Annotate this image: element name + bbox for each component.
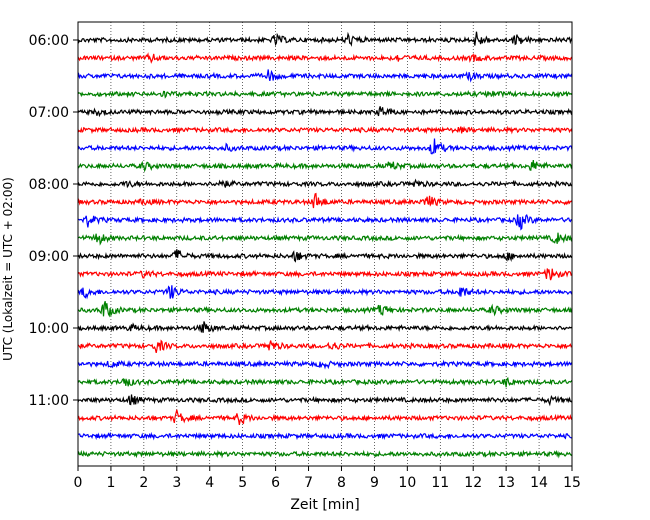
x-tick-label: 5 bbox=[238, 475, 247, 491]
trace-0700 bbox=[77, 106, 573, 118]
x-tick-label: 15 bbox=[563, 475, 581, 491]
trace-1045 bbox=[77, 376, 573, 388]
trace-0915 bbox=[77, 268, 573, 281]
trace-0600 bbox=[77, 31, 573, 47]
x-tick-label: 1 bbox=[106, 475, 115, 491]
y-tick-label: 08:00 bbox=[29, 177, 69, 193]
trace-1015 bbox=[77, 339, 573, 354]
x-tick-label: 3 bbox=[172, 475, 181, 491]
trace-1130 bbox=[77, 431, 573, 441]
y-tick-label: 09:00 bbox=[29, 249, 69, 265]
trace-0845 bbox=[77, 232, 573, 246]
x-tick-label: 11 bbox=[431, 475, 449, 491]
plot-frame bbox=[77, 21, 573, 467]
x-tick-label: 8 bbox=[337, 475, 346, 491]
x-tick-label: 9 bbox=[370, 475, 379, 491]
x-tick-label: 7 bbox=[304, 475, 313, 491]
trace-0900 bbox=[77, 249, 573, 263]
trace-0930 bbox=[77, 285, 573, 300]
trace-1100 bbox=[77, 394, 573, 407]
x-tick-label: 13 bbox=[497, 475, 515, 491]
trace-0745 bbox=[77, 160, 573, 173]
seismogram-traces bbox=[77, 31, 573, 459]
grid-lines bbox=[110, 22, 540, 466]
trace-0730 bbox=[77, 138, 573, 155]
trace-1030 bbox=[77, 359, 573, 370]
y-tick-label: 11:00 bbox=[29, 393, 69, 409]
y-tick-label: 06:00 bbox=[29, 33, 69, 49]
y-tick-label: 10:00 bbox=[29, 321, 69, 337]
trace-1115 bbox=[77, 409, 573, 425]
x-tick-label: 6 bbox=[271, 475, 280, 491]
trace-0715 bbox=[77, 125, 573, 135]
x-tick-label: 14 bbox=[530, 475, 548, 491]
x-tick-label: 0 bbox=[74, 475, 83, 491]
y-axis-label: UTC (Lokalzeit = UTC + 02:00) bbox=[1, 177, 15, 361]
x-tick-label: 4 bbox=[205, 475, 214, 491]
x-tick-label: 12 bbox=[464, 475, 482, 491]
y-axis-ticks: 06:00 07:00 08:00 09:00 10:00 11:00 bbox=[29, 33, 78, 409]
trace-1145 bbox=[77, 449, 573, 459]
trace-0645 bbox=[77, 89, 573, 99]
trace-0815 bbox=[77, 192, 573, 209]
trace-1000 bbox=[77, 321, 573, 333]
trace-0630 bbox=[77, 69, 573, 83]
trace-0800 bbox=[77, 178, 573, 189]
x-axis-label: Zeit [min] bbox=[290, 497, 359, 513]
x-axis-ticks: 0 1 2 3 4 5 6 7 8 9 10 11 12 13 14 15 bbox=[74, 466, 581, 491]
trace-0615 bbox=[77, 52, 573, 64]
x-tick-label: 10 bbox=[398, 475, 416, 491]
y-tick-label: 07:00 bbox=[29, 105, 69, 121]
trace-0830 bbox=[77, 213, 573, 231]
x-tick-label: 2 bbox=[139, 475, 148, 491]
trace-0945 bbox=[77, 301, 573, 318]
